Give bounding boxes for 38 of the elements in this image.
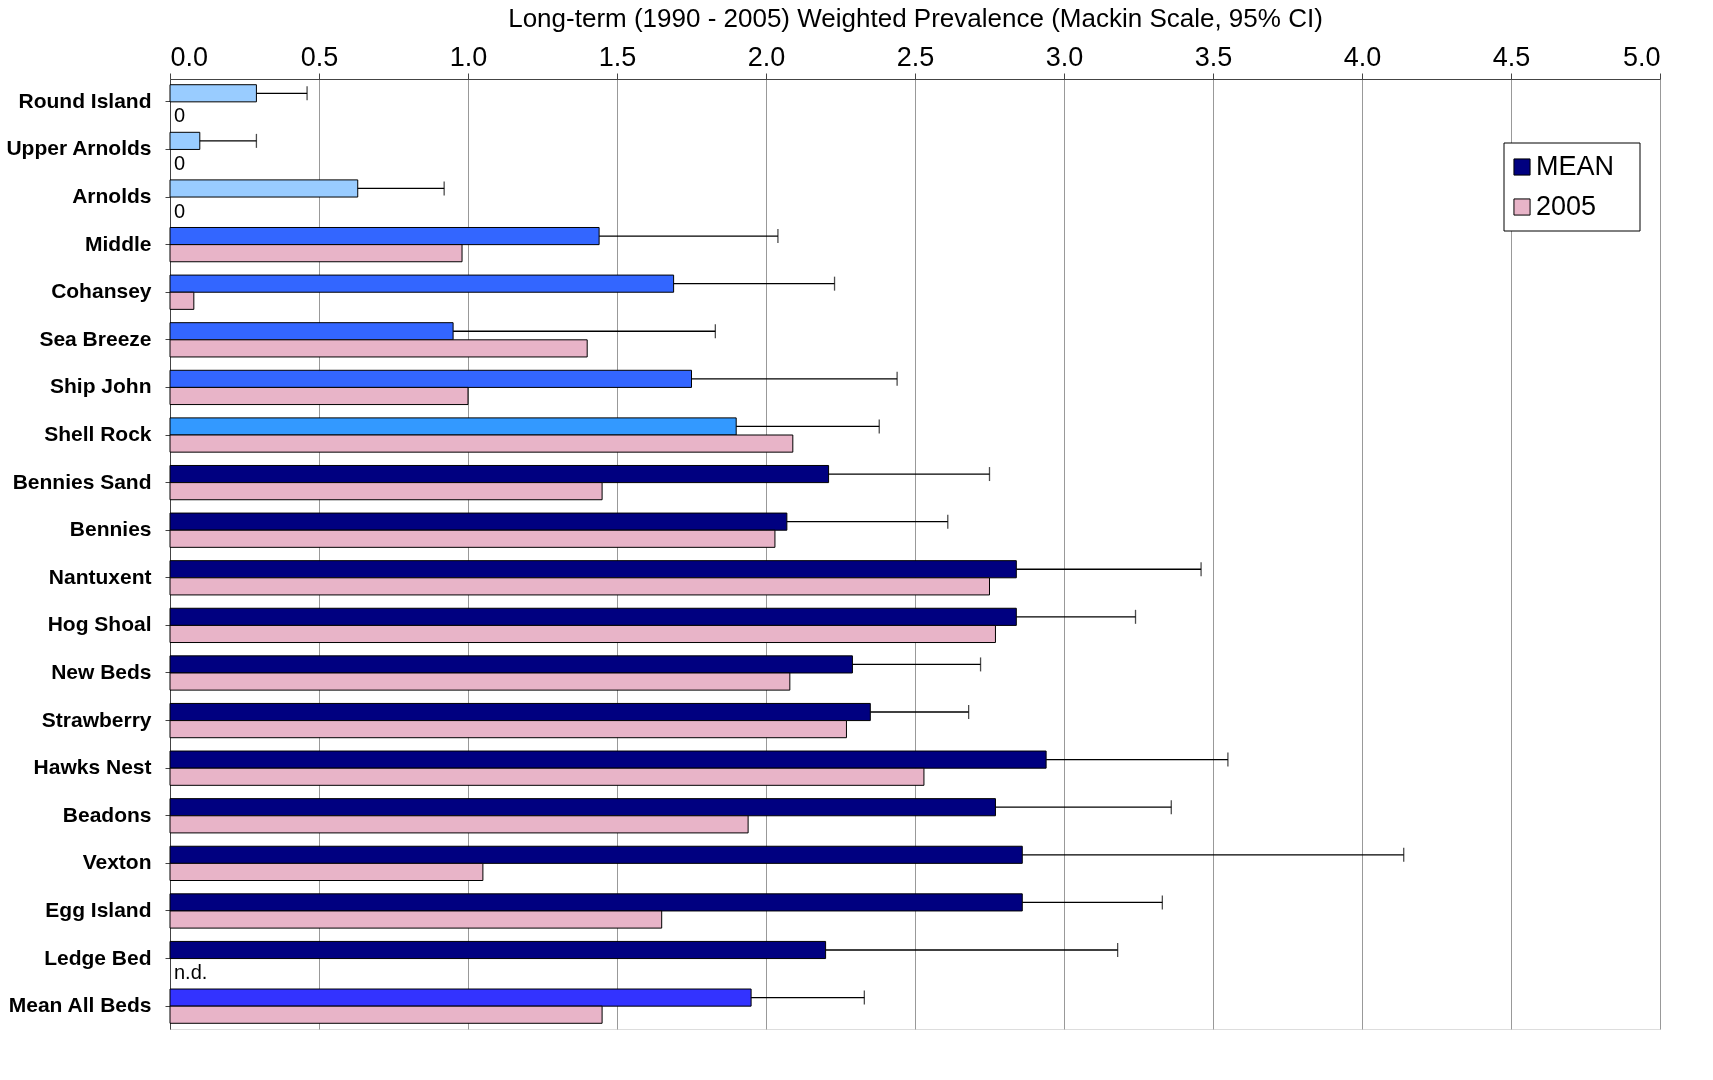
x-tick-label: 0.0 (170, 41, 209, 72)
y-tick-label: Bennies (69, 517, 152, 541)
y-tick-label: Middle (85, 231, 152, 255)
data-label: 0 (174, 152, 186, 175)
y-tick-label: Shell Rock (44, 422, 152, 446)
y-tick-label: Nantuxent (48, 564, 152, 588)
x-tick-label: 0.5 (300, 41, 339, 72)
x-tick-label: 1.5 (598, 41, 637, 72)
x-tick-label: 4.0 (1343, 41, 1382, 72)
x-tick-label: 5.0 (1622, 41, 1661, 72)
data-label: 0 (174, 104, 186, 127)
y-tick-label: Vexton (82, 850, 152, 874)
y-tick-label: Hawks Nest (33, 755, 152, 779)
y-tick-label: Bennies Sand (12, 469, 152, 493)
y-tick-label: Arnolds (72, 184, 152, 208)
y-tick-label: Sea Breeze (39, 326, 152, 350)
x-tick-label: 2.0 (747, 41, 786, 72)
y-tick-label: Cohansey (51, 279, 152, 303)
y-tick-label: Beadons (62, 802, 152, 826)
y-tick-label: New Beds (51, 659, 152, 683)
y-tick-label: Ledge Bed (44, 945, 152, 969)
x-tick-label: 3.5 (1194, 41, 1233, 72)
data-label: 0 (174, 199, 186, 222)
text: n.d. (174, 961, 208, 984)
x-axis-title: Long-term (1990 - 2005) Weighted Prevalence (Mackin Scale, 95% CI) (508, 2, 1323, 33)
y-tick-label: Ship John (50, 374, 152, 398)
y-tick-label: Hog Shoal (47, 612, 152, 636)
x-tick-label: 2.5 (896, 41, 935, 72)
x-tick-label: 4.5 (1492, 41, 1531, 72)
x-tick-label: 1.0 (449, 41, 488, 72)
legend-label: 2005 (1536, 191, 1597, 221)
y-tick-label: Round Island (18, 88, 152, 112)
y-tick-label: Mean All Beds (8, 993, 152, 1017)
x-tick-label: 3.0 (1045, 41, 1084, 72)
legend-label: MEAN (1536, 151, 1615, 181)
y-tick-label: Egg Island (45, 897, 152, 921)
y-tick-label: Strawberry (41, 707, 152, 731)
y-tick-label: Upper Arnolds (6, 136, 152, 160)
